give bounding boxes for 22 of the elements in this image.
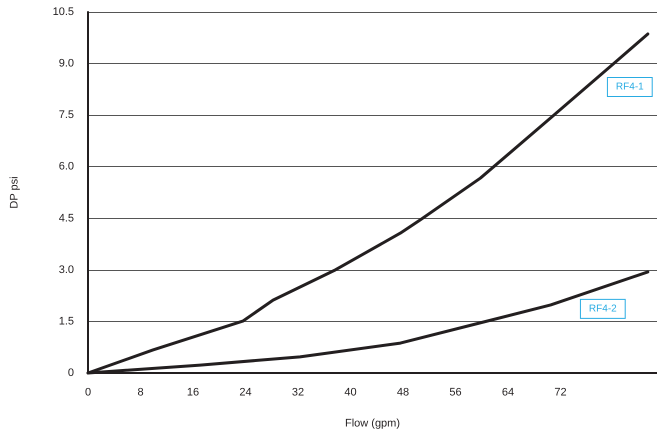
- series-label: RF4-1: [616, 82, 644, 93]
- x-axis-title: Flow (gpm): [344, 418, 400, 430]
- y-axis-title: DP psi: [8, 176, 20, 209]
- x-tick-label: 0: [84, 386, 92, 398]
- y-tick-label: 9.0: [58, 58, 74, 70]
- x-tick-label: 8: [137, 386, 144, 398]
- y-tick-label: 6.0: [58, 160, 74, 173]
- y-tick-label: 3.0: [58, 264, 74, 276]
- x-tick-label: 64: [502, 386, 514, 398]
- x-tick-label: 56: [449, 386, 462, 398]
- x-tick-label: 40: [344, 386, 357, 398]
- y-tick-label: 4.5: [58, 212, 74, 224]
- x-tick-label: 24: [239, 386, 252, 398]
- y-tick-label: 0: [68, 367, 74, 379]
- x-tick-label: 16: [186, 386, 200, 398]
- x-tick-label: 72: [554, 386, 567, 398]
- x-tick-label: 32: [292, 386, 304, 398]
- y-tick-label: 1.5: [58, 315, 74, 328]
- y-tick-label: 10.5: [52, 6, 74, 18]
- series-label: RF4-2: [588, 303, 618, 314]
- x-tick-label: 48: [396, 386, 410, 398]
- y-tick-label: 7.5: [58, 109, 74, 122]
